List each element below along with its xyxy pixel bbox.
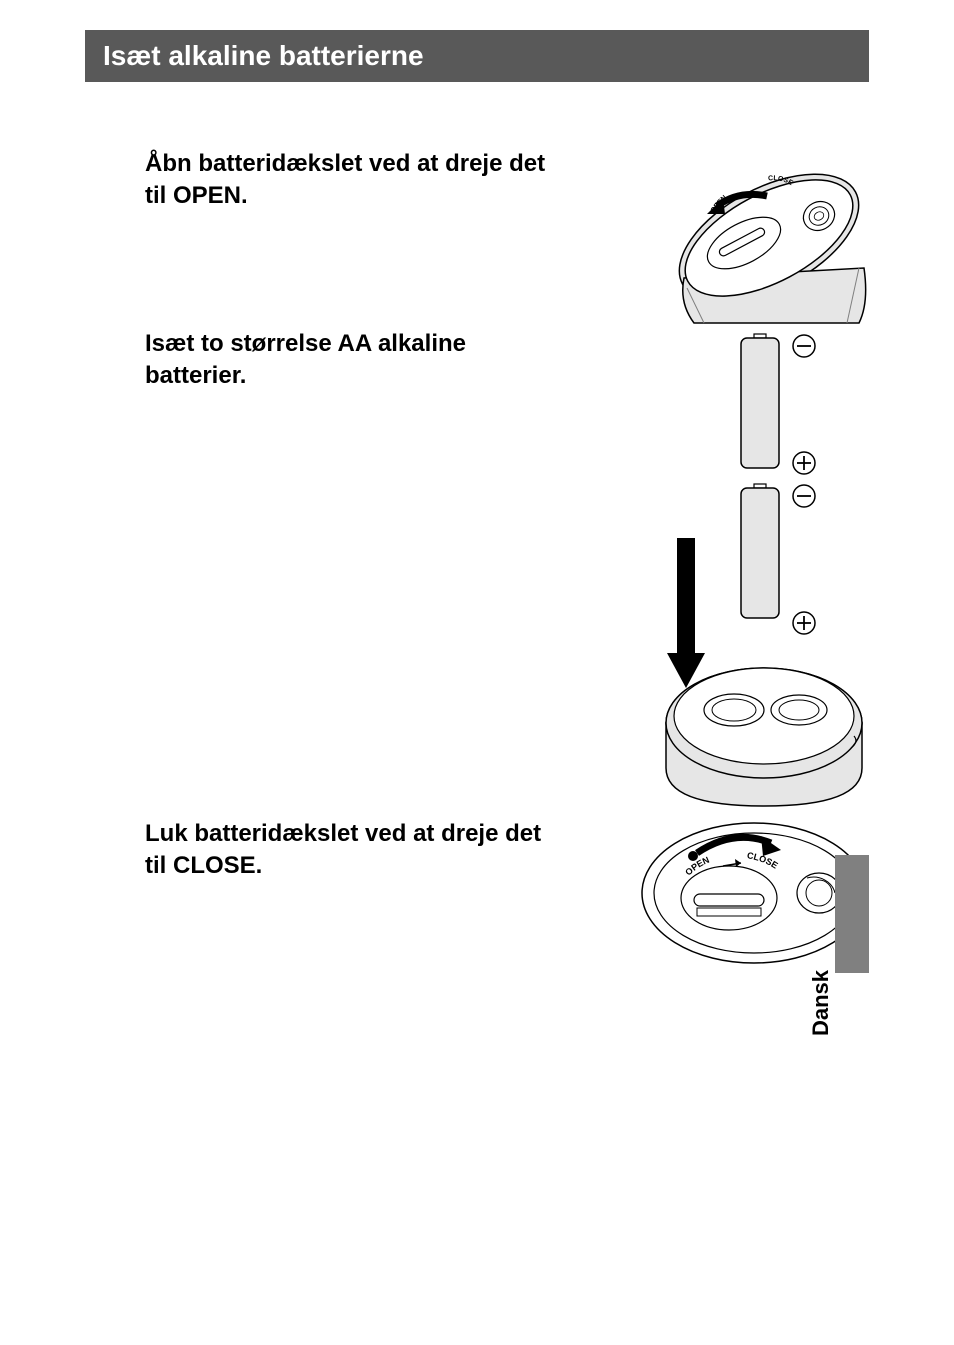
language-tab-label: Dansk — [808, 970, 834, 1036]
section-title: Isæt alkaline batterierne — [85, 30, 869, 82]
open-cap-illustration: OPEN CLOSE — [659, 148, 869, 328]
insert-batteries-illustration — [659, 328, 869, 808]
step-2: Isæt to størrelse AA alkaline batterier. — [85, 328, 869, 818]
step-2-text: Isæt to størrelse AA alkaline batterier. — [85, 328, 565, 393]
page: Isæt alkaline batterierne Åbn batteridæk… — [0, 0, 954, 1345]
step-3: Luk batteridækslet ved at dreje det til … — [85, 818, 869, 1018]
steps-container: Åbn batteridækslet ved at dreje det til … — [85, 148, 869, 1018]
step-1: Åbn batteridækslet ved at dreje det til … — [85, 148, 869, 328]
step-1-text: Åbn batteridækslet ved at dreje det til … — [85, 148, 565, 213]
step-3-text: Luk batteridækslet ved at dreje det til … — [85, 818, 565, 883]
language-tab-bg — [835, 855, 869, 973]
